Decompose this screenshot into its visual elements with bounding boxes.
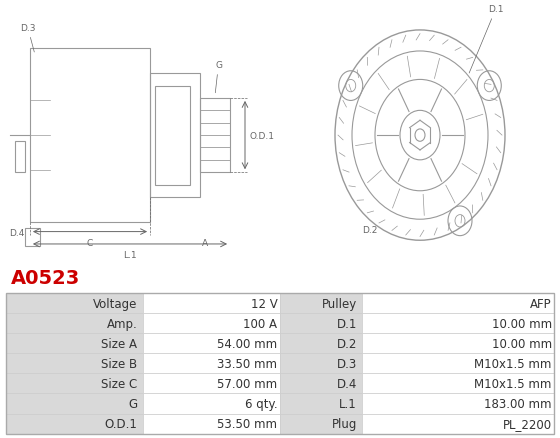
Text: Size B: Size B [101,357,137,370]
Bar [15,142,25,173]
Bar [6,293,554,434]
Text: D.3: D.3 [337,357,357,370]
Text: G: G [128,397,137,410]
Text: Amp.: Amp. [106,317,137,330]
Text: 6 qty.: 6 qty. [245,397,277,410]
Bar [143,413,280,434]
Text: D.4: D.4 [10,228,25,237]
Text: A0523: A0523 [11,268,80,287]
Bar [362,353,554,374]
Bar [6,353,143,374]
Bar [6,314,143,334]
Text: D.1: D.1 [337,317,357,330]
Bar [150,74,200,198]
Text: 53.50 mm: 53.50 mm [217,417,277,430]
Bar [362,413,554,434]
Text: 100 A: 100 A [243,317,277,330]
Text: D.2: D.2 [337,337,357,350]
Text: Pulley: Pulley [321,297,357,310]
Bar [143,314,280,334]
Bar [280,314,362,334]
Text: 10.00 mm: 10.00 mm [492,317,552,330]
Text: L.1: L.1 [123,251,137,260]
Bar [280,394,362,413]
Bar [6,413,143,434]
Text: O.D.1: O.D.1 [250,131,275,140]
Text: D.3: D.3 [20,24,35,53]
Bar [280,413,362,434]
Bar [200,99,230,173]
Bar [25,228,40,247]
Bar [362,394,554,413]
Bar [143,374,280,394]
Text: Size A: Size A [101,337,137,350]
Text: M10x1.5 mm: M10x1.5 mm [474,377,552,390]
Text: C: C [87,238,93,247]
Bar [280,334,362,353]
Bar [6,394,143,413]
Text: A: A [202,238,208,247]
Text: D.4: D.4 [337,377,357,390]
Bar [280,374,362,394]
Text: 10.00 mm: 10.00 mm [492,337,552,350]
Bar [280,293,362,314]
Text: D.1: D.1 [469,5,503,74]
Bar [362,334,554,353]
Bar [143,334,280,353]
Bar [362,293,554,314]
Text: 183.00 mm: 183.00 mm [484,397,552,410]
Bar [143,353,280,374]
Bar [155,86,190,185]
Bar [6,334,143,353]
Bar [362,314,554,334]
Bar [6,293,143,314]
Text: L.1: L.1 [339,397,357,410]
Bar [143,293,280,314]
Text: 12 V: 12 V [250,297,277,310]
Bar [30,49,150,222]
Text: Voltage: Voltage [93,297,137,310]
Text: 57.00 mm: 57.00 mm [217,377,277,390]
Text: Plug: Plug [332,417,357,430]
Text: M10x1.5 mm: M10x1.5 mm [474,357,552,370]
Text: Size C: Size C [101,377,137,390]
Text: AFP: AFP [530,297,552,310]
Bar [143,394,280,413]
Text: D.2: D.2 [362,226,377,234]
Text: G: G [215,61,222,94]
Text: 54.00 mm: 54.00 mm [217,337,277,350]
Text: O.D.1: O.D.1 [104,417,137,430]
Text: PL_2200: PL_2200 [502,417,552,430]
Text: 33.50 mm: 33.50 mm [217,357,277,370]
Bar [362,374,554,394]
Bar [6,374,143,394]
Bar [280,353,362,374]
